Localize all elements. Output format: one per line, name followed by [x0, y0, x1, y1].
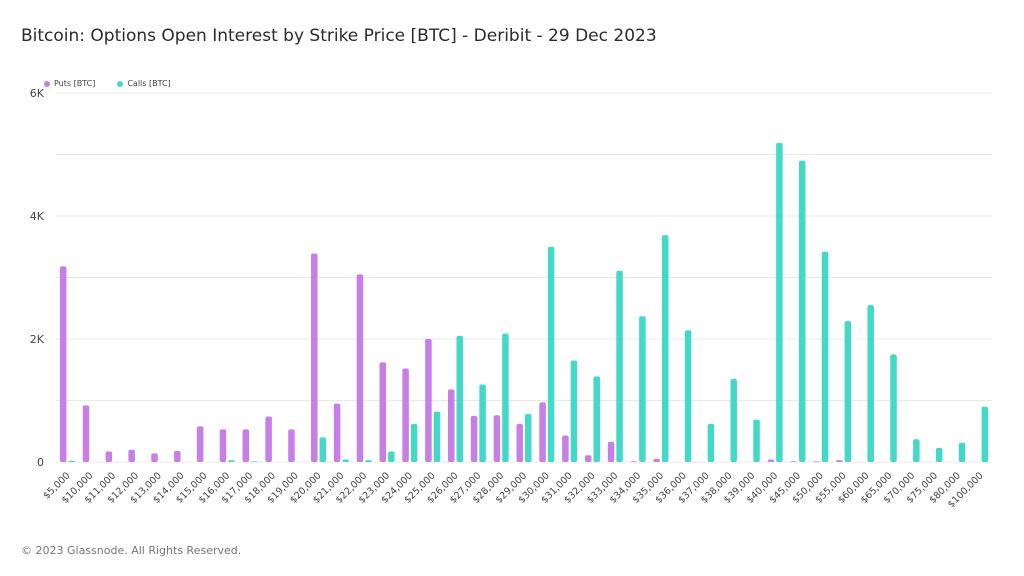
puts-bar	[790, 461, 797, 463]
puts-bar	[196, 426, 204, 462]
calls-bar	[502, 333, 509, 462]
puts-swatch-icon	[44, 80, 50, 87]
calls-bar	[433, 411, 441, 462]
puts-bar	[379, 362, 387, 462]
puts-bar	[425, 339, 432, 462]
legend-item-puts[interactable]: Puts [BTC]	[44, 79, 95, 88]
calls-bar	[365, 460, 372, 462]
calls-bar	[913, 439, 920, 462]
y-tick-label: 4K	[30, 210, 45, 223]
puts-bar	[653, 458, 660, 462]
puts-bar	[607, 441, 615, 462]
legend-label-calls: Calls [BTC]	[127, 79, 171, 88]
calls-bar	[821, 251, 829, 462]
puts-bar	[242, 429, 250, 462]
calls-bar	[410, 423, 418, 462]
puts-bar	[82, 405, 90, 462]
calls-bar	[707, 423, 715, 462]
calls-bar	[342, 459, 349, 462]
y-tick-label: 2K	[30, 333, 45, 346]
puts-bar	[539, 402, 546, 462]
puts-bar	[813, 461, 820, 463]
puts-bar	[128, 449, 135, 462]
puts-bar	[493, 415, 501, 462]
calls-bar	[251, 461, 258, 463]
puts-bar	[767, 459, 775, 462]
puts-bar	[630, 461, 638, 463]
puts-bar	[402, 368, 409, 462]
y-tick-label: 6K	[30, 87, 45, 100]
puts-bar	[836, 460, 843, 462]
calls-bar	[890, 354, 897, 462]
puts-bar	[174, 450, 181, 462]
calls-bar	[547, 246, 555, 462]
calls-bar	[981, 406, 989, 462]
calls-bar	[867, 305, 874, 462]
puts-bar	[562, 435, 569, 462]
puts-bar	[333, 403, 341, 462]
calls-bar	[639, 316, 646, 462]
calls-bar	[228, 460, 235, 462]
calls-bar	[525, 414, 532, 462]
calls-bar	[479, 384, 486, 462]
calls-bar	[68, 460, 75, 462]
calls-bar	[844, 321, 852, 462]
calls-bar	[730, 378, 737, 462]
legend: Puts [BTC] Calls [BTC]	[44, 79, 171, 88]
puts-bar	[516, 423, 523, 462]
calls-bar	[958, 442, 966, 462]
calls-bar	[798, 160, 806, 462]
puts-bar	[105, 451, 113, 462]
puts-bar	[151, 453, 158, 462]
y-tick-label: 0	[37, 456, 44, 469]
calls-swatch-icon	[117, 80, 124, 87]
puts-bar	[265, 416, 272, 462]
puts-bar	[288, 429, 295, 462]
calls-bar	[319, 437, 327, 462]
puts-bar	[59, 266, 67, 462]
calls-bar	[593, 376, 600, 462]
legend-label-puts: Puts [BTC]	[54, 79, 96, 88]
puts-bar	[356, 274, 364, 462]
puts-bar	[470, 415, 478, 462]
calls-bar	[570, 360, 578, 462]
copyright-footer: © 2023 Glassnode. All Rights Reserved.	[21, 544, 242, 557]
puts-bar	[448, 389, 455, 462]
calls-bar	[753, 419, 760, 462]
calls-bar	[456, 335, 464, 462]
puts-bar	[219, 429, 227, 462]
chart-title: Bitcoin: Options Open Interest by Strike…	[21, 26, 657, 46]
legend-item-calls[interactable]: Calls [BTC]	[117, 79, 171, 88]
puts-bar	[311, 253, 318, 462]
calls-bar	[616, 270, 623, 462]
calls-bar	[776, 142, 783, 462]
calls-bar	[684, 330, 692, 462]
puts-bar	[584, 455, 592, 462]
calls-bar	[935, 447, 943, 462]
calls-bar	[388, 451, 395, 462]
calls-bar	[661, 235, 669, 462]
